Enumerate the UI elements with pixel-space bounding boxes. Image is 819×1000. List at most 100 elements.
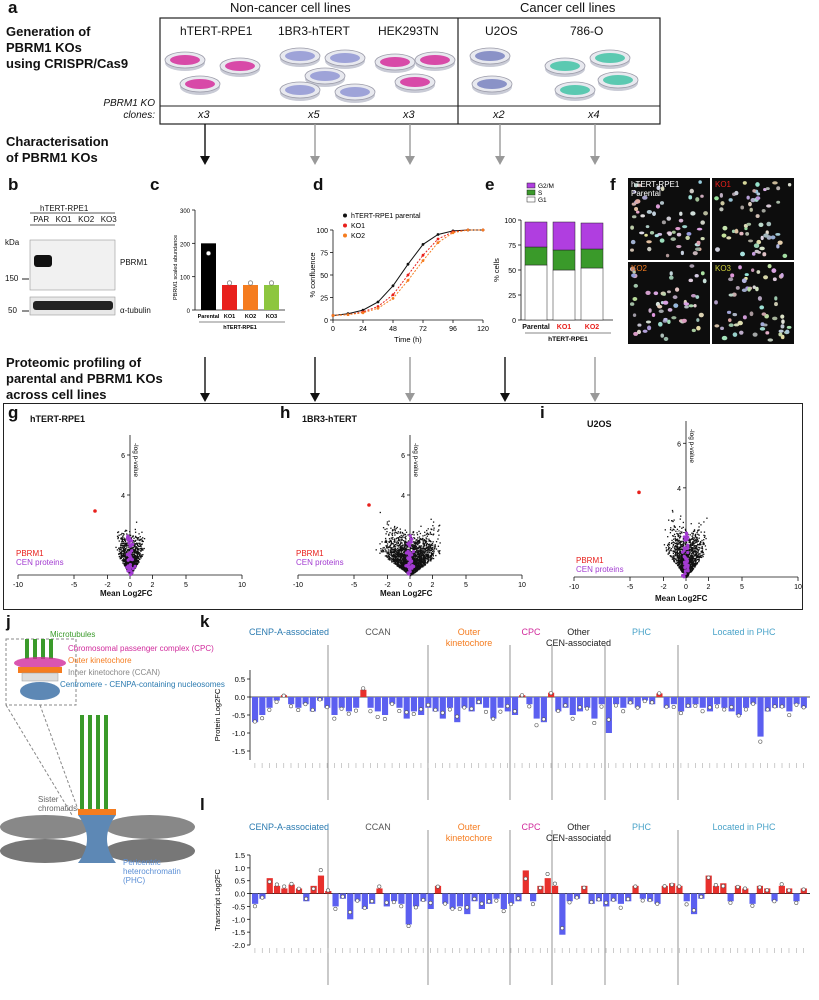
protein-point	[386, 554, 388, 557]
dish-medium	[550, 61, 580, 71]
category-label: KO2	[245, 314, 256, 320]
protein-point	[424, 551, 426, 553]
protein-point	[681, 561, 683, 563]
protein-point	[678, 546, 680, 549]
protein-point	[420, 550, 422, 553]
protein-point	[123, 539, 126, 541]
protein-point	[124, 551, 126, 553]
protein-point	[691, 537, 694, 539]
protein-point	[406, 568, 408, 571]
protein-point	[412, 554, 415, 556]
protein-point	[423, 561, 425, 564]
dish-medium	[285, 85, 315, 95]
data-point	[296, 886, 301, 891]
protein-point	[412, 557, 415, 559]
protein-point	[401, 553, 403, 555]
protein-point	[123, 549, 126, 552]
data-point	[462, 705, 467, 710]
bar	[526, 697, 533, 705]
protein-point	[691, 543, 694, 545]
data-point	[353, 708, 358, 713]
data-point	[455, 714, 460, 719]
protein-point	[391, 554, 393, 556]
data-point	[700, 709, 705, 714]
protein-point	[389, 531, 391, 534]
group-title: Other	[567, 627, 590, 637]
protein-point	[681, 558, 683, 560]
protein-point	[407, 548, 410, 551]
protein-point	[676, 560, 678, 562]
protein-point	[396, 564, 398, 566]
protein-point	[694, 539, 697, 541]
protein-point	[422, 554, 425, 556]
nucleus	[646, 210, 653, 214]
protein-point	[389, 559, 391, 561]
protein-point	[390, 543, 392, 546]
protein-point	[129, 534, 132, 537]
protein-point	[400, 559, 402, 562]
protein-point	[694, 551, 697, 553]
protein-point	[684, 543, 686, 546]
protein-point	[417, 539, 419, 542]
legend-pbrm1: PBRM1	[16, 549, 44, 558]
protein-point	[413, 536, 415, 539]
protein-point	[389, 557, 391, 560]
protein-point	[127, 545, 129, 547]
data-point	[520, 693, 525, 698]
nucleus	[772, 181, 778, 185]
nucleus	[689, 188, 694, 194]
protein-point	[415, 546, 418, 548]
protein-point	[386, 521, 389, 523]
protein-point	[404, 548, 406, 550]
protein-point	[416, 563, 418, 565]
protein-point	[135, 543, 137, 545]
protein-point	[698, 522, 700, 524]
protein-point	[703, 531, 706, 533]
protein-point	[119, 546, 121, 549]
protein-point	[390, 540, 392, 542]
protein-point	[417, 568, 419, 570]
protein-point	[423, 556, 425, 558]
protein-point	[433, 548, 436, 550]
protein-point	[694, 541, 697, 543]
protein-point	[702, 551, 704, 554]
bar	[273, 697, 280, 701]
protein-point	[423, 559, 426, 562]
protein-point	[399, 555, 402, 557]
protein-point	[414, 552, 416, 554]
protein-point	[414, 562, 416, 564]
protein-point	[424, 555, 426, 557]
data-point	[333, 906, 338, 911]
protein-point	[403, 557, 406, 559]
protein-point	[681, 563, 683, 565]
protein-point	[119, 551, 122, 553]
nucleus	[744, 273, 749, 277]
protein-point	[676, 543, 678, 546]
protein-point	[685, 550, 688, 552]
protein-point	[120, 538, 122, 540]
nucleus	[637, 183, 642, 187]
protein-point	[697, 543, 699, 546]
protein-point	[138, 555, 141, 557]
protein-point	[691, 552, 693, 555]
protein-point	[690, 557, 692, 560]
protein-point	[423, 555, 425, 558]
pbrm1-point	[637, 490, 641, 495]
protein-point	[420, 559, 423, 561]
bar	[295, 697, 302, 708]
nucleus	[751, 251, 756, 256]
panel-letter-d: d	[313, 175, 324, 194]
nucleus	[765, 187, 770, 191]
protein-point	[437, 545, 440, 547]
protein-point	[671, 529, 673, 532]
protein-point	[680, 561, 682, 564]
protein-point	[135, 550, 137, 552]
blot-cell-line: hTERT-RPE1	[40, 204, 89, 213]
protein-point	[405, 570, 407, 572]
dish-medium	[400, 77, 430, 87]
tick-label: -2	[104, 582, 110, 589]
protein-point	[706, 517, 708, 519]
nucleus	[745, 232, 750, 236]
protein-point	[694, 550, 697, 553]
bar	[461, 697, 468, 708]
